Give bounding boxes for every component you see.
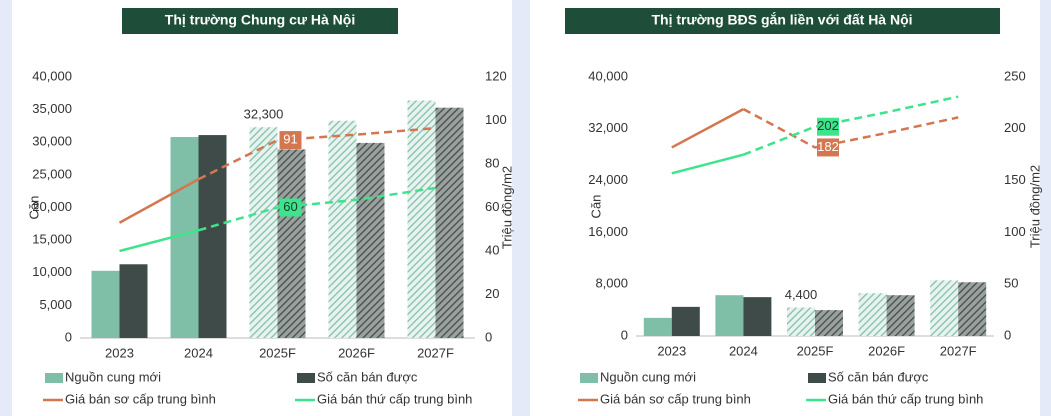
y-tick-label: 40,000 (32, 68, 72, 83)
line (118, 178, 200, 224)
x-tick-label: 2023 (105, 345, 134, 360)
data-label: 202 (817, 118, 839, 133)
bar (743, 297, 772, 336)
y-tick-label: 35,000 (32, 101, 72, 116)
data-label-box (279, 131, 302, 150)
bar (958, 282, 987, 336)
y2-axis-title: Triệu đồng/m2 (499, 166, 514, 249)
legend-swatch (808, 373, 826, 383)
bar (249, 127, 278, 339)
line (671, 108, 744, 149)
y-axis-title: Căn (588, 195, 603, 219)
bar (407, 100, 436, 339)
y-tick-label: 24,000 (588, 172, 628, 187)
y-tick-label: 30,000 (32, 134, 72, 149)
y2-tick-label: 60 (485, 199, 499, 214)
y-tick-label: 15,000 (32, 232, 72, 247)
x-tick-label: 2027F (940, 343, 977, 358)
legend-label: Giá bán thứ cấp trung bình (317, 391, 472, 406)
x-tick-label: 2026F (338, 345, 375, 360)
bar (715, 295, 744, 336)
line (742, 108, 959, 149)
bar (435, 107, 464, 338)
bar (356, 142, 385, 338)
data-label: 182 (817, 139, 839, 154)
y-tick-label: 0 (621, 327, 628, 342)
x-tick-label: 2023 (657, 343, 686, 358)
legend-swatch (297, 373, 315, 383)
data-label-box (817, 138, 839, 157)
panel (530, 0, 1040, 416)
bar (277, 149, 306, 338)
y2-tick-label: 0 (485, 329, 492, 344)
y-tick-label: 32,000 (588, 120, 628, 135)
legend-label: Số căn bán được (828, 369, 929, 384)
legend-label: Số căn bán được (317, 369, 418, 384)
bar (815, 310, 843, 336)
y-tick-label: 10,000 (32, 264, 72, 279)
bar (930, 280, 959, 336)
y2-tick-label: 0 (1004, 327, 1011, 342)
bar (671, 306, 700, 336)
legend-label: Nguồn cung mới (65, 369, 161, 384)
y2-tick-label: 120 (485, 68, 507, 83)
bar (91, 270, 120, 338)
x-tick-label: 2025F (797, 343, 834, 358)
y2-tick-label: 150 (1004, 172, 1026, 187)
y-axis-title: Căn (26, 196, 41, 220)
title-bar (565, 8, 1000, 34)
line (119, 229, 199, 253)
line (742, 95, 959, 156)
chart-title: Thị trường Chung cư Hà Nội (165, 12, 355, 28)
y-tick-label: 5,000 (39, 297, 72, 312)
y-tick-label: 8,000 (595, 276, 628, 291)
line (197, 126, 436, 181)
y2-tick-label: 100 (1004, 224, 1026, 239)
y2-tick-label: 200 (1004, 120, 1026, 135)
y2-tick-label: 80 (485, 155, 499, 170)
bar (787, 307, 815, 336)
bar (858, 293, 887, 336)
y-tick-label: 16,000 (588, 224, 628, 239)
title-bar (122, 8, 398, 34)
y2-tick-label: 40 (485, 242, 499, 257)
legend-label: Giá bán thứ cấp trung bình (828, 391, 983, 406)
y2-axis-title: Triệu đồng/m2 (1027, 165, 1042, 248)
x-tick-label: 2026F (868, 343, 905, 358)
bar (119, 264, 148, 338)
bar (643, 317, 672, 336)
y2-tick-label: 50 (1004, 276, 1018, 291)
data-label: 32,300 (244, 107, 284, 122)
y2-tick-label: 100 (485, 112, 507, 127)
data-label-box (817, 117, 839, 136)
y2-tick-label: 20 (485, 286, 499, 301)
y2-tick-label: 250 (1004, 68, 1026, 83)
y-tick-label: 0 (65, 329, 72, 344)
x-tick-label: 2024 (184, 345, 213, 360)
bar (198, 135, 227, 338)
legend-swatch (45, 373, 63, 383)
x-tick-label: 2027F (417, 345, 454, 360)
legend-label: Giá bán sơ cấp trung bình (600, 391, 751, 406)
legend-swatch (580, 373, 598, 383)
data-label-box (279, 198, 302, 217)
y-tick-label: 20,000 (32, 199, 72, 214)
data-label: 60 (283, 199, 297, 214)
data-label: 91 (283, 132, 297, 147)
line (671, 153, 744, 175)
y-tick-label: 25,000 (32, 166, 72, 181)
x-tick-label: 2024 (729, 343, 758, 358)
chart-title: Thị trường BĐS gắn liền với đất Hà Nội (651, 11, 912, 28)
y-tick-label: 40,000 (588, 68, 628, 83)
bar (886, 295, 915, 336)
legend-label: Nguồn cung mới (600, 369, 696, 384)
data-label: 4,400 (785, 287, 818, 302)
legend-label: Giá bán sơ cấp trung bình (65, 391, 216, 406)
x-tick-label: 2025F (259, 345, 296, 360)
line (198, 186, 436, 232)
bar (328, 120, 357, 338)
